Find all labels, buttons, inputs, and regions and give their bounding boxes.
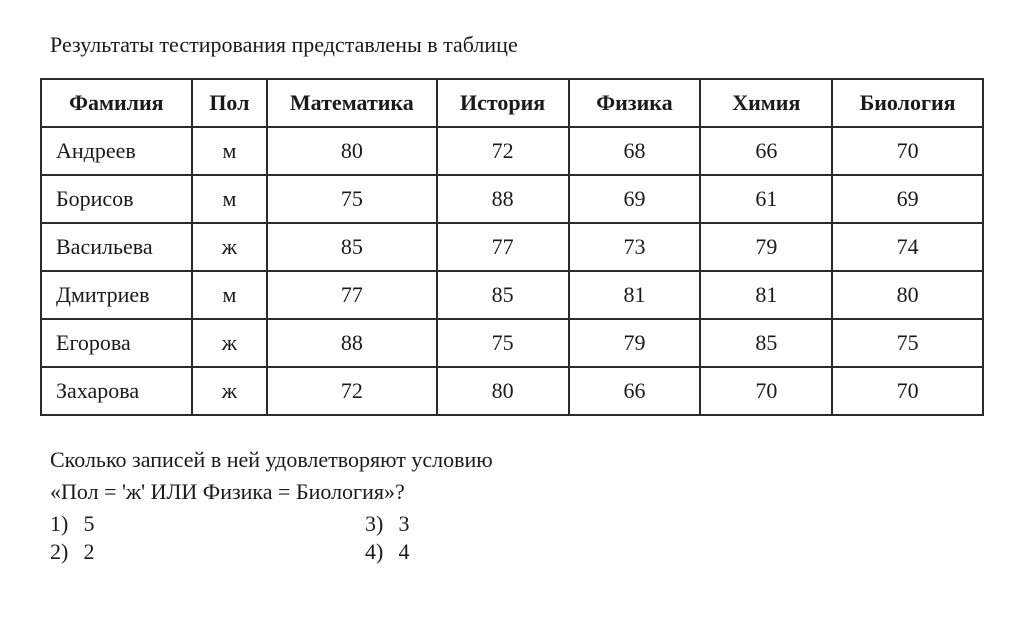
- cell-biology: 75: [832, 319, 983, 367]
- question-block: Сколько записей в ней удовлетворяют усло…: [40, 444, 984, 508]
- cell-history: 72: [437, 127, 569, 175]
- table-row: Андреев м 80 72 68 66 70: [41, 127, 983, 175]
- results-table: Фамилия Пол Математика История Физика Хи…: [40, 78, 984, 416]
- cell-surname: Васильева: [41, 223, 192, 271]
- col-header: Химия: [700, 79, 832, 127]
- answer-value: 4: [399, 539, 410, 564]
- cell-gender: ж: [192, 223, 267, 271]
- cell-math: 88: [267, 319, 437, 367]
- cell-gender: ж: [192, 319, 267, 367]
- cell-math: 72: [267, 367, 437, 415]
- table-row: Борисов м 75 88 69 61 69: [41, 175, 983, 223]
- cell-surname: Егорова: [41, 319, 192, 367]
- table-row: Захарова ж 72 80 66 70 70: [41, 367, 983, 415]
- answer-option: 2) 2: [50, 538, 365, 566]
- answer-label: 1): [50, 511, 78, 537]
- answer-value: 5: [84, 511, 95, 536]
- cell-biology: 74: [832, 223, 983, 271]
- col-header: История: [437, 79, 569, 127]
- cell-chemistry: 81: [700, 271, 832, 319]
- cell-gender: м: [192, 127, 267, 175]
- cell-physics: 81: [569, 271, 701, 319]
- cell-math: 77: [267, 271, 437, 319]
- cell-physics: 79: [569, 319, 701, 367]
- cell-chemistry: 85: [700, 319, 832, 367]
- cell-history: 85: [437, 271, 569, 319]
- cell-biology: 80: [832, 271, 983, 319]
- col-header: Математика: [267, 79, 437, 127]
- cell-physics: 73: [569, 223, 701, 271]
- cell-physics: 69: [569, 175, 701, 223]
- col-header: Физика: [569, 79, 701, 127]
- cell-surname: Борисов: [41, 175, 192, 223]
- col-header: Фамилия: [41, 79, 192, 127]
- cell-gender: м: [192, 271, 267, 319]
- table-row: Дмитриев м 77 85 81 81 80: [41, 271, 983, 319]
- cell-chemistry: 79: [700, 223, 832, 271]
- cell-surname: Дмитриев: [41, 271, 192, 319]
- cell-history: 80: [437, 367, 569, 415]
- answer-option: 4) 4: [365, 538, 680, 566]
- cell-history: 77: [437, 223, 569, 271]
- cell-history: 88: [437, 175, 569, 223]
- cell-physics: 66: [569, 367, 701, 415]
- answer-option: 3) 3: [365, 510, 680, 538]
- cell-math: 75: [267, 175, 437, 223]
- cell-gender: ж: [192, 367, 267, 415]
- cell-surname: Андреев: [41, 127, 192, 175]
- question-line-1: Сколько записей в ней удовлетворяют усло…: [50, 444, 984, 476]
- cell-biology: 70: [832, 367, 983, 415]
- answer-label: 3): [365, 511, 393, 537]
- answer-label: 2): [50, 539, 78, 565]
- table-row: Васильева ж 85 77 73 79 74: [41, 223, 983, 271]
- cell-physics: 68: [569, 127, 701, 175]
- table-header-row: Фамилия Пол Математика История Физика Хи…: [41, 79, 983, 127]
- cell-gender: м: [192, 175, 267, 223]
- cell-history: 75: [437, 319, 569, 367]
- cell-chemistry: 66: [700, 127, 832, 175]
- col-header: Пол: [192, 79, 267, 127]
- answer-value: 3: [399, 511, 410, 536]
- cell-biology: 69: [832, 175, 983, 223]
- col-header: Биология: [832, 79, 983, 127]
- answers-block: 1) 5 3) 3 2) 2 4) 4: [40, 510, 680, 566]
- intro-text: Результаты тестирования представлены в т…: [40, 32, 984, 58]
- answer-option: 1) 5: [50, 510, 365, 538]
- answer-label: 4): [365, 539, 393, 565]
- question-line-2: «Пол = 'ж' ИЛИ Физика = Биология»?: [50, 476, 984, 508]
- cell-math: 80: [267, 127, 437, 175]
- cell-chemistry: 61: [700, 175, 832, 223]
- cell-math: 85: [267, 223, 437, 271]
- answer-value: 2: [84, 539, 95, 564]
- table-row: Егорова ж 88 75 79 85 75: [41, 319, 983, 367]
- cell-surname: Захарова: [41, 367, 192, 415]
- cell-biology: 70: [832, 127, 983, 175]
- cell-chemistry: 70: [700, 367, 832, 415]
